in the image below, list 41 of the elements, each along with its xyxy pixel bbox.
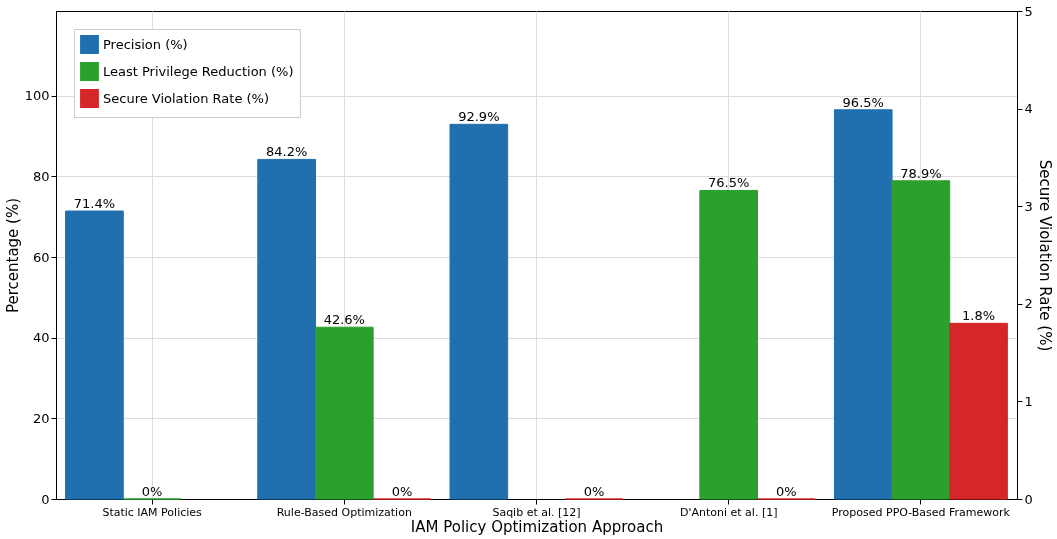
y2-tick-label: 0 (1024, 491, 1033, 507)
data-label: 76.5% (708, 175, 750, 191)
data-label: 0% (141, 484, 163, 499)
x-axis-title: IAM Policy Optimization Approach (410, 517, 664, 536)
data-label: 84.2% (265, 144, 308, 160)
bar (833, 109, 893, 500)
y2-tick-label: 5 (1024, 3, 1033, 19)
y2-tick-label: 3 (1024, 198, 1033, 214)
y2-axis-title: Secure Violation Rate (%) (1035, 159, 1054, 352)
bar (699, 189, 759, 500)
y2-tick-label: 1 (1024, 393, 1033, 409)
y2-tick-label: 2 (1024, 296, 1033, 312)
x-tick-label: Proposed PPO-Based Framework (831, 505, 1011, 519)
data-label: 42.6% (323, 312, 365, 328)
x-tick-label: Rule-Based Optimization (276, 505, 412, 519)
legend-label: Precision (%) (103, 36, 188, 52)
data-label: 96.5% (842, 94, 884, 110)
bar (65, 210, 124, 500)
data-label: 0% (583, 484, 605, 499)
y-axis-title: Percentage (%) (3, 197, 22, 314)
bar (449, 123, 509, 500)
bar (257, 158, 316, 500)
y-tick-label: 80 (32, 168, 50, 184)
legend-label: Secure Violation Rate (%) (103, 90, 270, 106)
x-tick-label: Saqib et al. [12] (492, 505, 581, 519)
y-tick-label: 60 (32, 249, 50, 265)
data-label: 71.4% (73, 196, 116, 212)
y-tick-label: 0 (41, 491, 50, 507)
y-tick-label: 100 (24, 88, 50, 104)
y-tick-label: 20 (32, 410, 50, 426)
data-label: 0% (776, 484, 797, 499)
data-label: 92.9% (458, 109, 500, 125)
data-label: 0% (391, 484, 413, 499)
data-label: 78.9% (900, 165, 942, 181)
y-tick-label: 40 (32, 330, 50, 346)
data-label: 1.8% (962, 308, 996, 324)
x-tick-label: D'Antoni et al. [1] (679, 505, 778, 519)
legend-label: Least Privilege Reduction (%) (103, 63, 294, 79)
y2-tick-label: 4 (1024, 101, 1033, 117)
x-tick-label: Static IAM Policies (102, 505, 203, 519)
bar (314, 326, 374, 500)
